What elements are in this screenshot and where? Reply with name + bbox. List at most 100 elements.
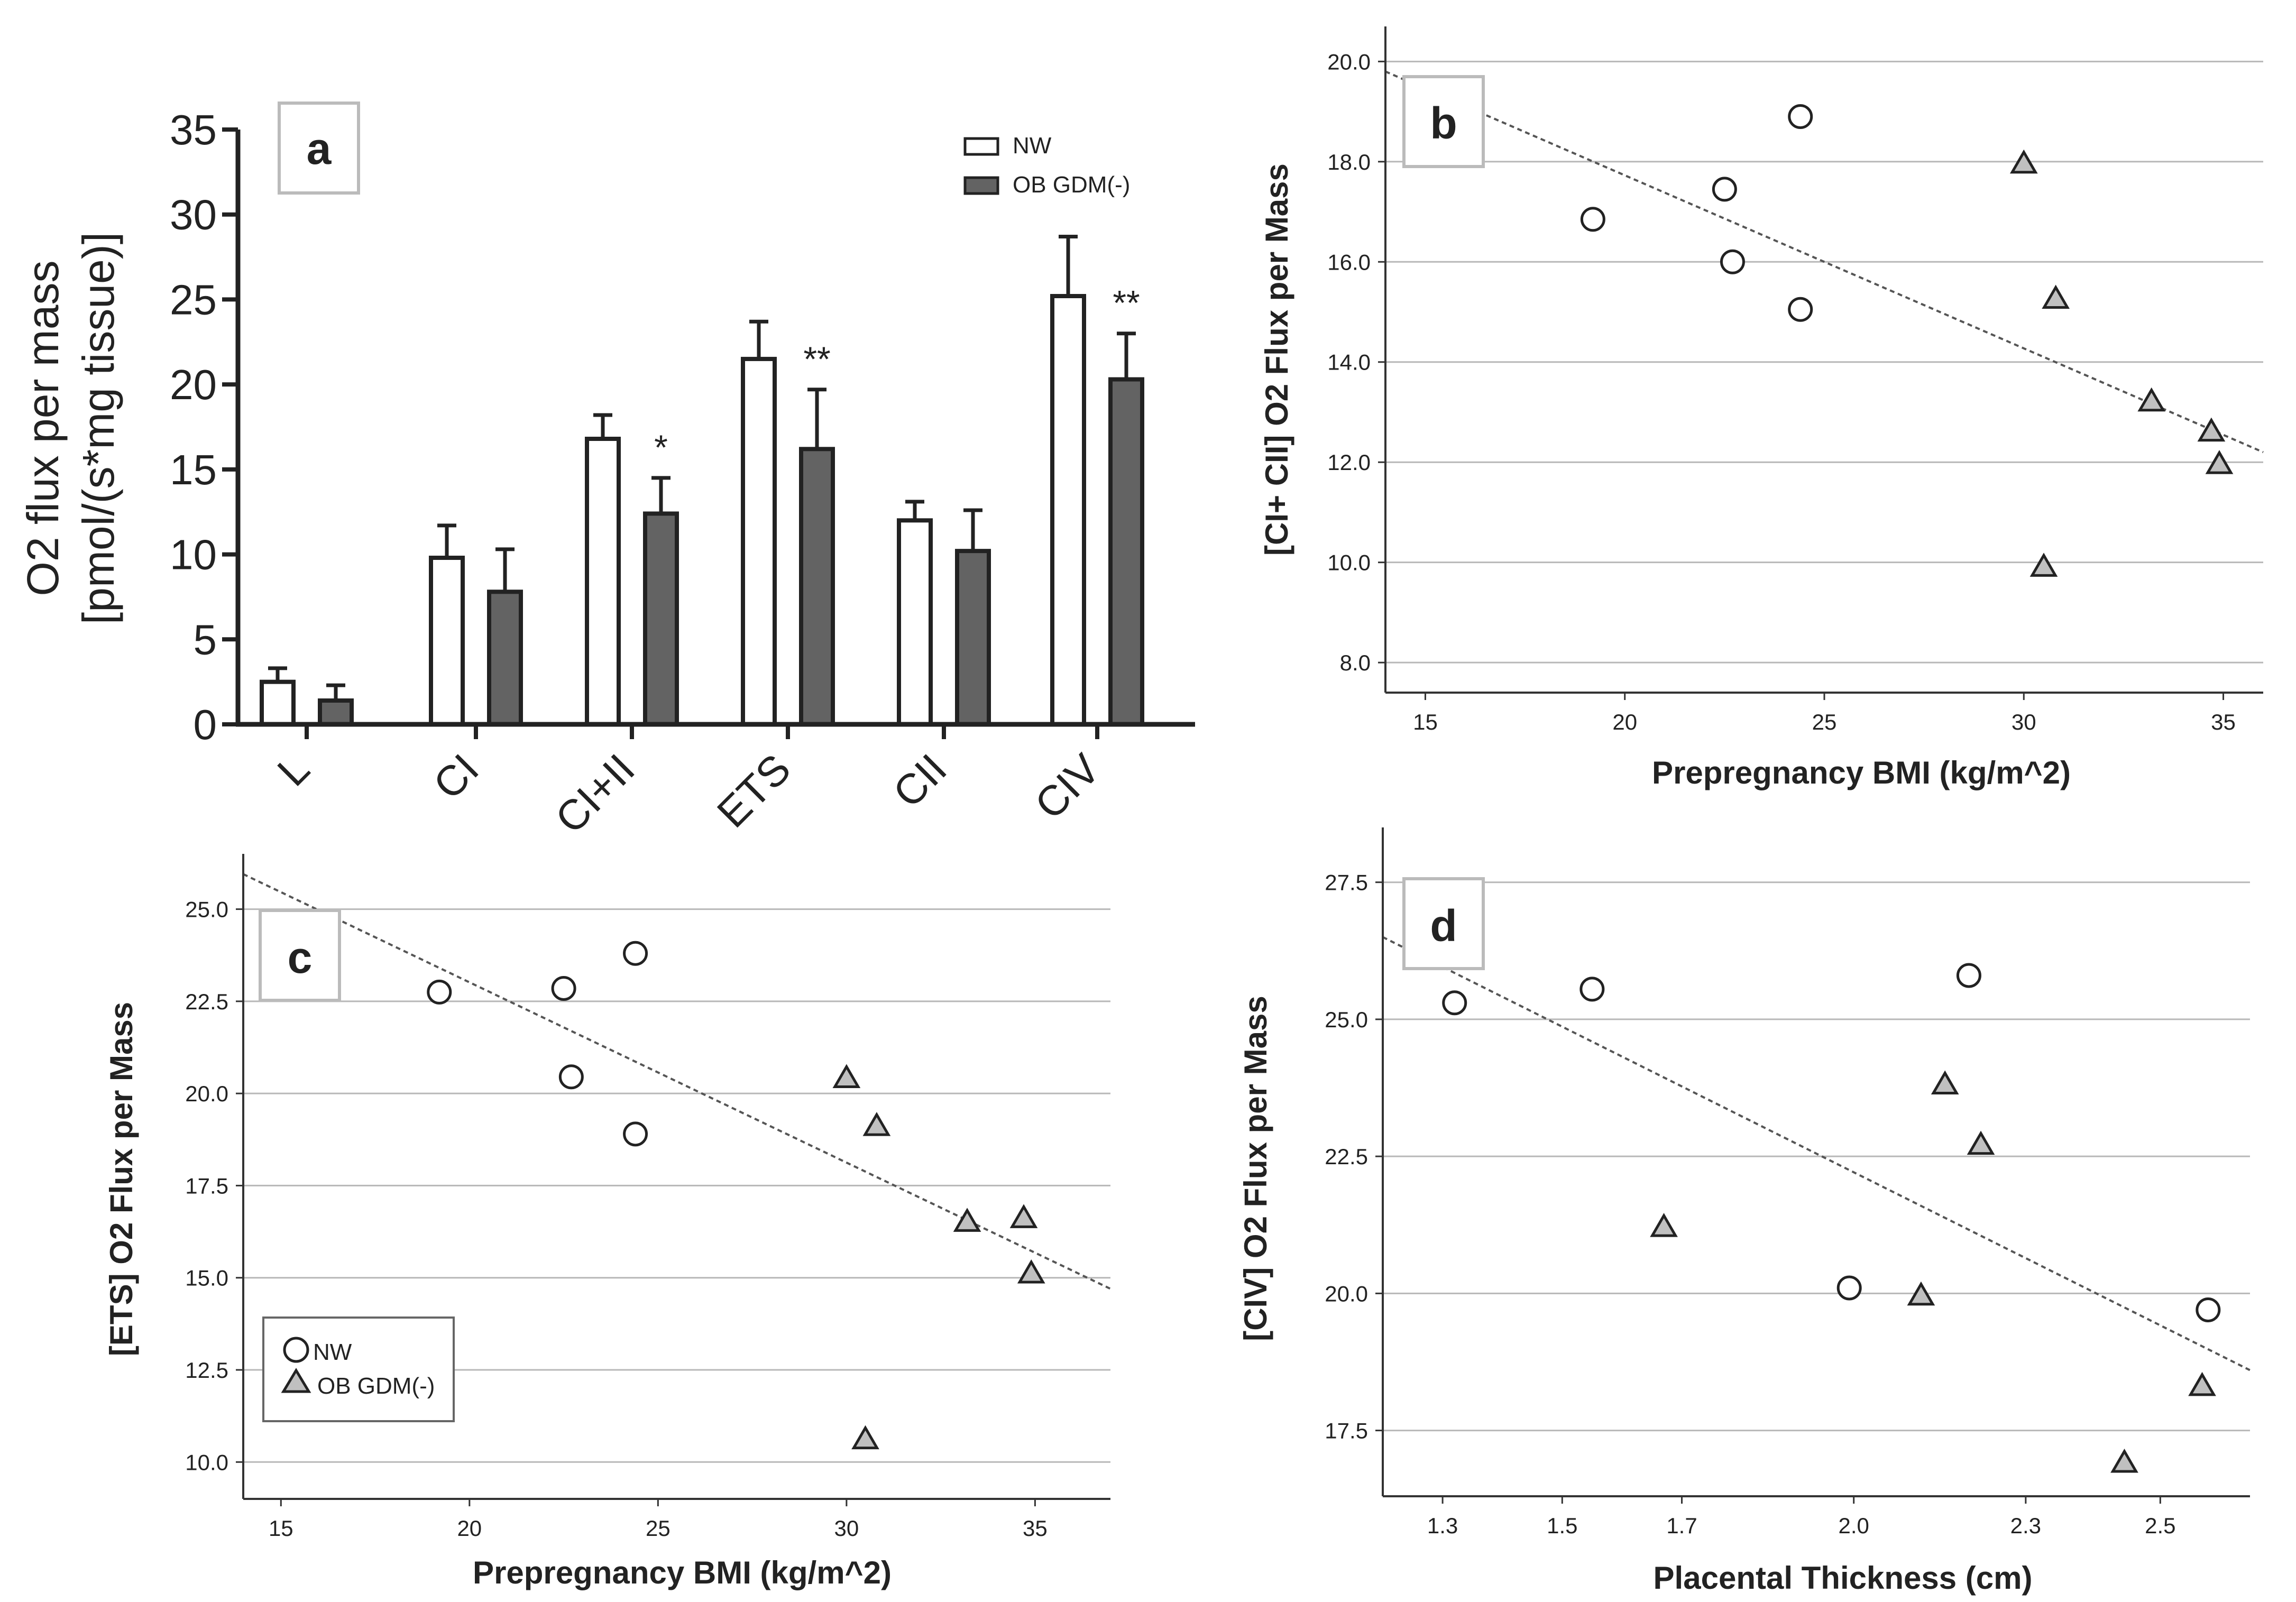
a-y-tick-label: 15	[170, 446, 217, 493]
c-point-ob	[953, 1208, 981, 1232]
a-bar-ob	[643, 511, 679, 727]
d-point-ob	[2188, 1371, 2216, 1396]
a-y-tick-label: 20	[170, 361, 217, 408]
a-bar-nw	[897, 518, 933, 726]
b-y-tick-label: 14.0	[1327, 350, 1371, 375]
a-y-tick-label: 10	[170, 531, 217, 578]
b-point-nw	[1580, 207, 1605, 232]
c-point-nw	[623, 941, 648, 966]
a-significance: **	[1113, 283, 1140, 323]
c-x-tick-label: 25	[646, 1516, 671, 1541]
b-x-tick-label: 20	[1612, 710, 1637, 734]
c-point-nw	[427, 979, 452, 1005]
a-bar-nw	[1050, 294, 1086, 726]
a-category-label: L	[269, 745, 318, 795]
a-bar-ob	[955, 549, 991, 726]
c-trendline	[243, 873, 1111, 1290]
d-y-tick-label: 20.0	[1325, 1281, 1368, 1306]
d-y-tick-label: 22.5	[1325, 1144, 1368, 1169]
a-significance: **	[803, 339, 830, 379]
b-point-ob	[2042, 284, 2070, 309]
a-y-tick-label: 30	[170, 191, 217, 238]
d-x-label: Placental Thickness (cm)	[1654, 1560, 2033, 1596]
a-bar-ob	[1108, 377, 1144, 726]
a-legend-swatch-nw	[963, 137, 999, 156]
d-y-tick-label: 17.5	[1325, 1419, 1368, 1443]
b-x-tick-label: 25	[1812, 710, 1837, 734]
d-point-ob	[1931, 1070, 1959, 1095]
b-trendline	[1385, 70, 2264, 454]
a-bar-ob	[799, 447, 835, 726]
a-significance: *	[654, 428, 668, 467]
a-category-label: CI+II	[546, 745, 644, 842]
c-legend-marker-ob	[281, 1368, 311, 1393]
b-point-nw	[1720, 249, 1745, 274]
d-x-tick-label: 1.5	[1547, 1513, 1577, 1538]
d-y-label: [CIV] O2 Flux per Mass	[1238, 996, 1273, 1341]
b-point-ob	[2137, 387, 2166, 412]
d-point-nw	[2196, 1297, 2221, 1322]
c-legend-label-nw: NW	[313, 1339, 352, 1365]
c-x-tick-label: 30	[834, 1516, 859, 1541]
d-y-tick-label: 27.5	[1325, 870, 1368, 895]
d-point-nw	[1956, 963, 1981, 988]
a-bar-nw	[585, 437, 621, 726]
a-bar-nw	[741, 356, 777, 726]
d-x-tick-label: 1.3	[1427, 1513, 1458, 1538]
panel-d: 17.520.022.525.027.5 1.3 1.5 1.7 2.0 2.3 2.5 …	[1238, 827, 2251, 1596]
panel-label-box-c	[259, 909, 341, 1002]
b-y-label: [CI+ CII] O2 Flux per Mass	[1259, 163, 1294, 556]
c-x-tick-label: 35	[1023, 1516, 1048, 1541]
panel-label-c: c	[288, 933, 313, 982]
c-y-tick-label: 20.0	[185, 1081, 228, 1106]
b-point-nw	[1788, 104, 1813, 130]
a-y-tick-label: 25	[170, 276, 217, 323]
panel-label-a: a	[307, 124, 332, 173]
a-legend: NW OB GDM(-)	[963, 133, 1130, 198]
a-legend-swatch-ob	[963, 176, 999, 195]
d-x-tick-label: 2.5	[2145, 1513, 2175, 1538]
c-point-ob	[851, 1425, 879, 1450]
b-x-tick-label: 35	[2211, 710, 2236, 734]
d-x-tick-label: 2.0	[1838, 1513, 1869, 1538]
b-y-tick-label: 16.0	[1327, 250, 1371, 274]
a-y-tick-label: 0	[194, 701, 217, 748]
b-y-tick-label: 10.0	[1327, 550, 1371, 575]
c-point-nw	[623, 1121, 648, 1147]
b-y-tick-label: 8.0	[1340, 650, 1371, 675]
b-x-tick-label: 30	[2012, 710, 2036, 734]
a-legend-label-ob: OB GDM(-)	[1013, 172, 1130, 198]
c-point-nw	[558, 1064, 584, 1090]
panel-label-d: d	[1430, 901, 1457, 951]
b-y-tick-label: 12.0	[1327, 450, 1371, 475]
a-bar-nw	[260, 679, 296, 726]
c-y-tick-label: 12.5	[185, 1358, 228, 1383]
c-point-ob	[1017, 1259, 1045, 1284]
c-y-tick-label: 15.0	[185, 1266, 228, 1291]
c-point-ob	[862, 1112, 891, 1136]
a-category-label: ETS	[708, 745, 800, 836]
panel-b: 8.0 10.0 12.0 14.0 16.0 18.0 20.0 15 20 25 30 35 P…	[1259, 26, 2264, 790]
d-x-tick-label: 1.7	[1666, 1513, 1697, 1538]
a-bar-ob	[487, 590, 523, 727]
a-y-label-line2: [pmol/(s*mg tissue)]	[74, 232, 123, 624]
d-point-nw	[1836, 1275, 1862, 1301]
b-point-ob	[2197, 417, 2226, 442]
panel-label-box-b	[1402, 75, 1485, 168]
d-point-ob	[1967, 1130, 1995, 1155]
d-trendline	[1382, 936, 2251, 1371]
c-y-tick-label: 22.5	[185, 989, 228, 1014]
a-bar-ob	[318, 698, 354, 726]
d-point-nw	[1579, 977, 1605, 1002]
a-category-label: CIV	[1026, 745, 1109, 828]
b-x-label: Prepregnancy BMI (kg/m^2)	[1652, 755, 2071, 790]
d-x-tick-label: 2.3	[2010, 1513, 2041, 1538]
d-point-nw	[1442, 990, 1467, 1016]
a-y-label-line1: O2 flux per mass	[18, 261, 68, 596]
panel-label-b: b	[1430, 98, 1457, 148]
a-category-label: CII	[884, 745, 956, 816]
b-point-ob	[2205, 450, 2234, 474]
c-y-label: [ETS] O2 Flux per Mass	[104, 1002, 139, 1356]
b-point-ob	[2009, 149, 2038, 174]
